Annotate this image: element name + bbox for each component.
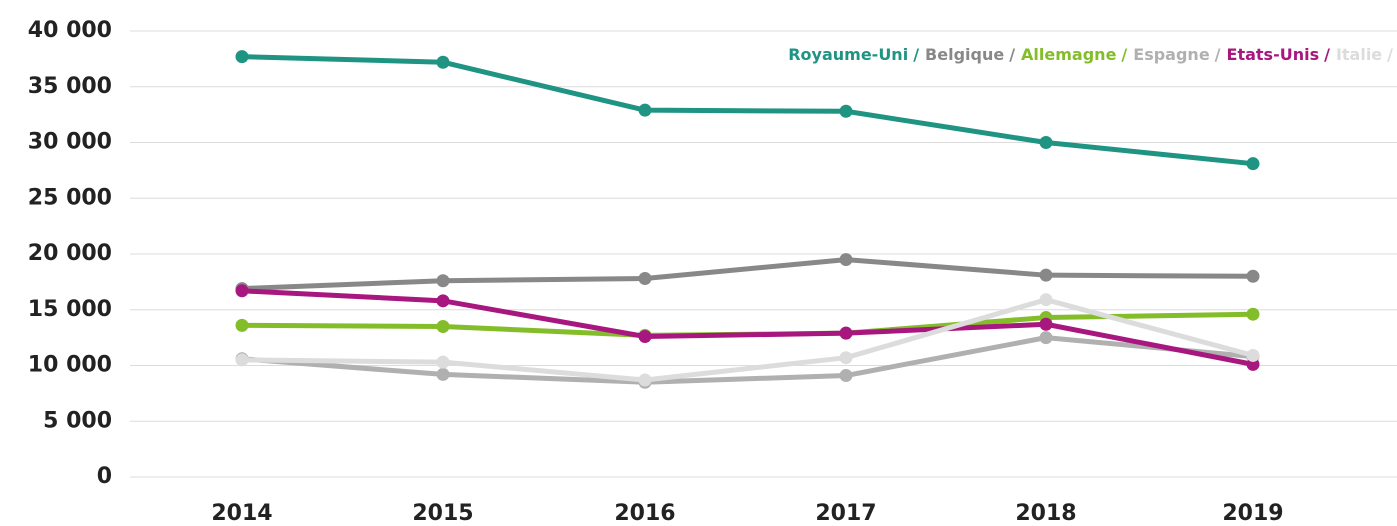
legend-separator: /: [1324, 45, 1330, 64]
x-tick-label: 2018: [1015, 501, 1076, 526]
data-point: [839, 253, 853, 267]
legend-separator: /: [1121, 45, 1127, 64]
data-point: [839, 351, 853, 365]
x-tick-label: 2014: [211, 501, 272, 526]
legend-label: Etats-Unis: [1227, 45, 1320, 64]
data-point: [1246, 348, 1260, 362]
series-line: [241, 297, 1254, 383]
data-point: [839, 369, 853, 383]
y-tick-label: 0: [97, 464, 112, 489]
data-point: [235, 284, 249, 298]
y-tick-label: 5 000: [43, 408, 112, 433]
data-point: [638, 330, 652, 344]
y-tick-label: 40 000: [28, 18, 112, 43]
x-tick-label: 2016: [614, 501, 675, 526]
x-tick-label: 2017: [815, 501, 876, 526]
data-point: [1039, 293, 1053, 307]
legend-separator: /: [1387, 45, 1393, 64]
legend-label: Allemagne: [1021, 45, 1117, 64]
data-point: [235, 50, 249, 64]
data-point: [839, 104, 853, 118]
y-tick-label: 10 000: [28, 353, 112, 378]
data-point: [1246, 269, 1260, 283]
y-tick-label: 20 000: [28, 241, 112, 266]
data-point: [1039, 136, 1053, 149]
data-point: [638, 373, 652, 387]
x-tick-label: 2019: [1222, 501, 1283, 526]
data-point: [638, 103, 652, 117]
data-point: [235, 318, 249, 332]
data-point: [1246, 357, 1260, 371]
data-point: [436, 355, 450, 369]
data-point: [436, 274, 450, 288]
data-point: [1039, 268, 1053, 282]
legend-label: Italie: [1336, 45, 1382, 64]
data-point: [839, 326, 853, 340]
series-line: [241, 257, 1254, 292]
series-line: [241, 311, 1254, 338]
y-tick-label: 15 000: [28, 297, 112, 322]
y-tick-label: 35 000: [28, 74, 112, 99]
y-tick-label: 25 000: [28, 185, 112, 210]
data-point: [436, 367, 450, 381]
data-point: [1246, 307, 1260, 321]
data-point: [436, 55, 450, 69]
legend-separator: /: [1215, 45, 1221, 64]
data-point: [638, 272, 652, 286]
y-tick-label: 30 000: [28, 130, 112, 155]
data-point: [436, 294, 450, 308]
legend-separator: /: [913, 45, 919, 64]
data-point: [1039, 331, 1053, 345]
data-point: [1039, 317, 1053, 331]
data-point: [235, 353, 249, 367]
data-point: [1246, 157, 1260, 171]
series-line: [241, 54, 1254, 167]
legend-label: Espagne: [1133, 45, 1210, 64]
legend: Royaume-Uni / Belgique / Allemagne / Espagne / E…: [788, 45, 1393, 64]
legend-label: Royaume-Uni: [788, 45, 908, 64]
legend-separator: /: [1009, 45, 1015, 64]
legend-label: Belgique: [925, 45, 1004, 64]
data-point: [436, 319, 450, 333]
series-line: [241, 335, 1254, 385]
series-line: [241, 288, 1254, 367]
x-tick-label: 2015: [412, 501, 473, 526]
